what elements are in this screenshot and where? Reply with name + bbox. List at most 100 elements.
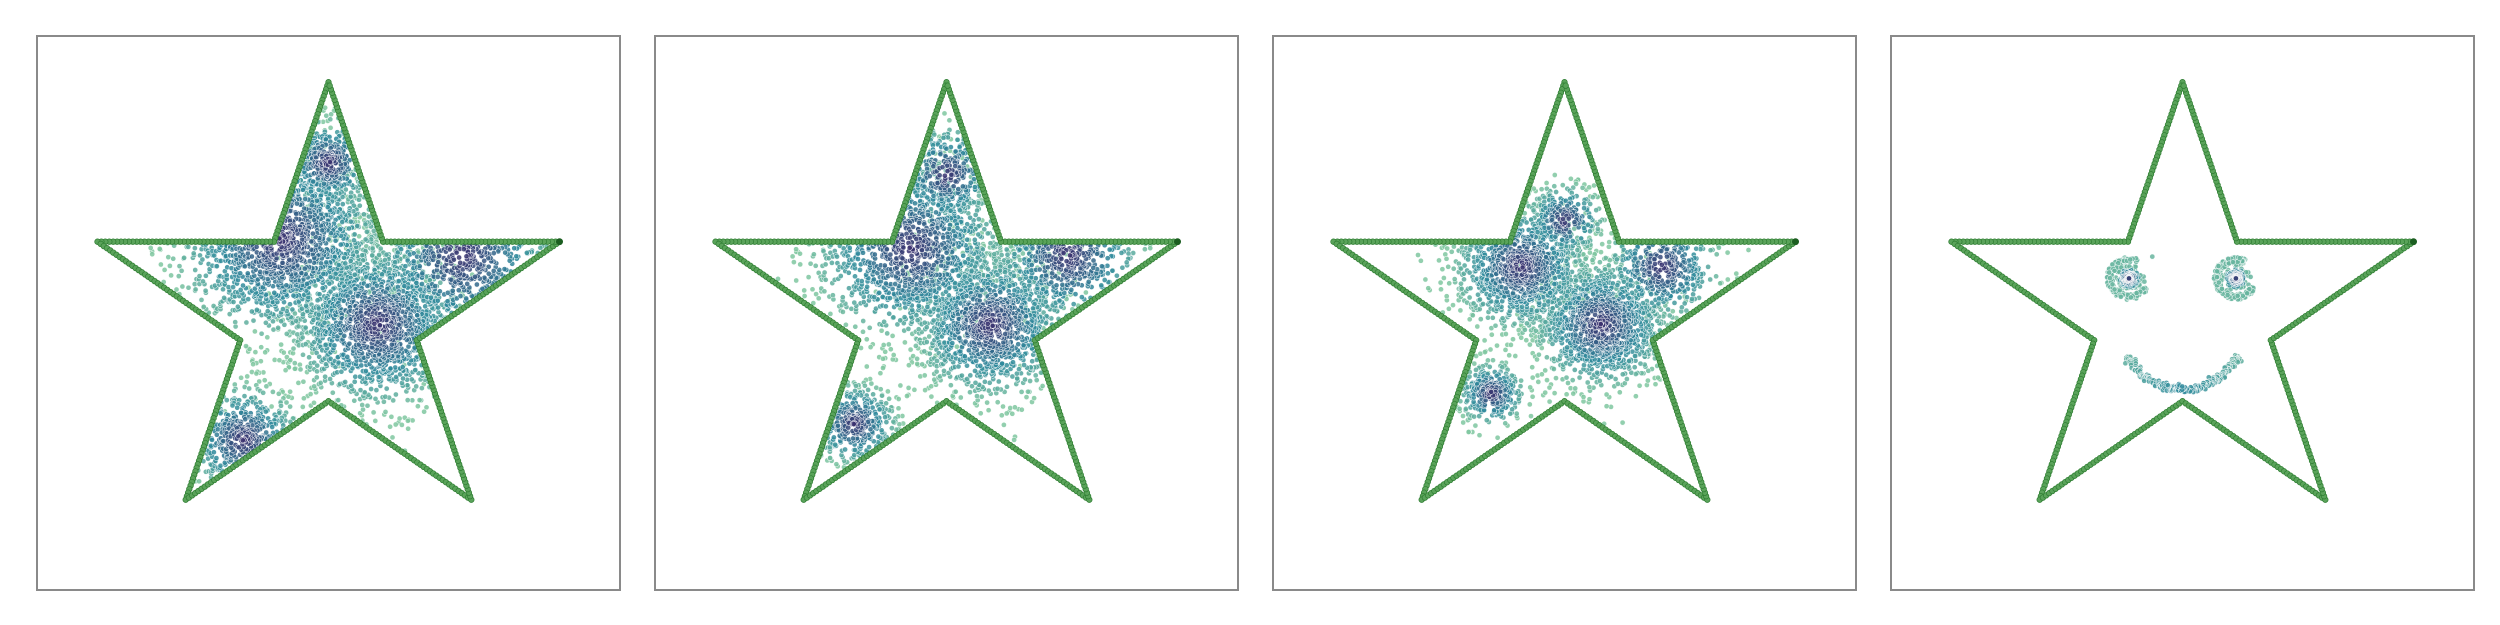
- scatter-point: [416, 263, 423, 270]
- scatter-point: [283, 399, 290, 406]
- scatter-point: [1007, 405, 1014, 411]
- scatter-point: [147, 245, 154, 251]
- scatter-point: [860, 328, 866, 335]
- scatter-point: [1083, 289, 1089, 296]
- scatter-point: [258, 344, 265, 351]
- scatter-point: [314, 362, 321, 369]
- scatter-point: [372, 395, 379, 402]
- scatter-point: [275, 324, 281, 331]
- scatter-point: [344, 354, 351, 360]
- scatter-point: [413, 383, 420, 390]
- scatter-point: [415, 403, 421, 410]
- scatter-point: [791, 259, 797, 265]
- scatter-point: [253, 244, 260, 250]
- scatter-point: [168, 272, 174, 279]
- scatter-point: [984, 399, 990, 406]
- scatter-point: [322, 341, 329, 348]
- scatter-point: [994, 399, 1001, 406]
- scatter-point: [354, 293, 361, 299]
- scatter-point: [419, 281, 425, 287]
- scatter-point: [399, 422, 405, 428]
- scatter-point: [387, 423, 393, 430]
- scatter-point: [231, 388, 238, 394]
- scatter-point: [463, 295, 470, 302]
- scatter-point: [885, 388, 891, 395]
- scatter-point: [329, 389, 336, 396]
- scatter-point: [346, 340, 353, 347]
- scatter-point: [801, 293, 808, 299]
- scatter-point: [238, 374, 244, 381]
- scatter-point: [280, 349, 287, 356]
- scatter-point: [322, 373, 328, 380]
- scatter-point: [392, 364, 399, 371]
- scatter-point: [437, 288, 443, 295]
- scatter-point: [882, 348, 889, 355]
- star-anchor-point: [556, 238, 563, 246]
- scatter-point: [229, 402, 236, 409]
- scatter-point: [356, 196, 362, 203]
- scatter-point: [421, 408, 427, 415]
- scatter-point: [198, 297, 205, 303]
- scatter-point: [192, 286, 199, 293]
- scatter-point: [335, 262, 342, 268]
- scatter-point: [434, 274, 441, 280]
- scatter-point: [873, 384, 880, 391]
- scatter-point: [302, 341, 309, 347]
- scatter-point: [998, 412, 1005, 419]
- scatter-point: [444, 289, 451, 296]
- scatter-point: [268, 403, 275, 410]
- scatter-point: [461, 246, 467, 252]
- scatter-point: [911, 386, 918, 393]
- scatter-point: [252, 328, 258, 335]
- scatter-point: [1031, 395, 1037, 401]
- scatter-point: [801, 287, 808, 294]
- scatter-point: [852, 323, 859, 330]
- scatter-point: [301, 395, 307, 402]
- scatter-point: [232, 319, 239, 325]
- scatter-point: [902, 339, 908, 346]
- scatter-point: [327, 124, 334, 131]
- scatter-point: [320, 270, 327, 277]
- scatter-point: [240, 282, 246, 289]
- scatter-point: [234, 404, 241, 411]
- scatter-point: [319, 227, 325, 234]
- scatter-point: [341, 254, 347, 261]
- panel-2: [654, 35, 1239, 591]
- scatter-point: [185, 244, 192, 250]
- scatter-point: [789, 253, 796, 260]
- scatter-point: [858, 345, 864, 351]
- scatter-point: [372, 418, 379, 424]
- scatter-point: [326, 280, 333, 287]
- scatter-point: [258, 330, 265, 337]
- scatter-point: [316, 291, 323, 298]
- scatter-point: [290, 345, 297, 352]
- scatter-point: [907, 346, 914, 353]
- scatter-point: [287, 301, 293, 308]
- scatter-point: [941, 110, 948, 117]
- scatter-point: [322, 104, 328, 111]
- scatter-point: [412, 367, 419, 373]
- scatter-point: [797, 250, 803, 257]
- scatter-point: [890, 352, 897, 358]
- scatter-point: [244, 373, 251, 380]
- scatter-point: [243, 379, 250, 385]
- scatter-point: [957, 394, 964, 401]
- scatter-point: [490, 268, 497, 274]
- scatter-point: [880, 355, 886, 362]
- scatter-point: [242, 263, 248, 270]
- scatter-point: [952, 388, 959, 395]
- scatter-point: [245, 296, 252, 302]
- scatter-point: [175, 273, 182, 279]
- scatter-point: [419, 385, 425, 391]
- scatter-point: [278, 341, 284, 348]
- scatter-point: [262, 349, 269, 356]
- scatter-point: [291, 360, 298, 366]
- scatter-point: [332, 237, 339, 244]
- scatter-point: [405, 425, 411, 432]
- scatter-point: [359, 402, 366, 408]
- scatter-point: [179, 283, 186, 290]
- scatter-point: [863, 336, 870, 343]
- scatter-point: [347, 258, 354, 264]
- scatter-point: [161, 267, 168, 273]
